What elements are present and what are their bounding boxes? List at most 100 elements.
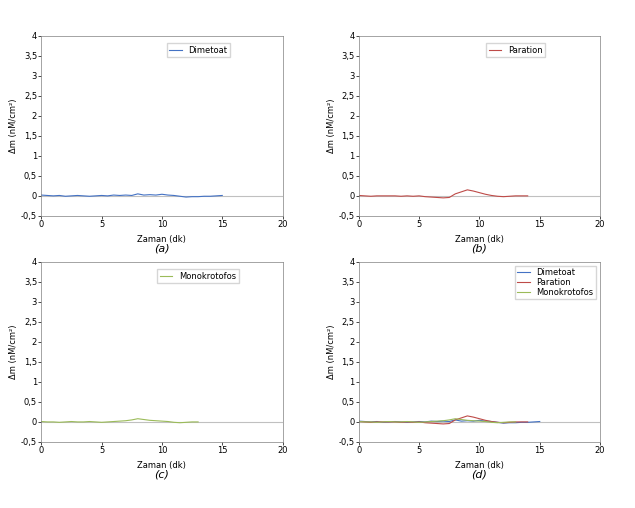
Paration xyxy=(355,193,363,199)
X-axis label: Zaman (dk): Zaman (dk) xyxy=(138,461,186,470)
Dimetoat xyxy=(140,192,147,198)
Monokrotofos xyxy=(415,419,423,425)
Dimetoat xyxy=(464,418,471,424)
Paration xyxy=(518,193,525,199)
Dimetoat xyxy=(146,192,154,198)
Paration xyxy=(481,417,489,423)
Dimetoat xyxy=(457,418,465,424)
Monokrotofos xyxy=(152,418,159,424)
Paration xyxy=(505,419,513,425)
Paration xyxy=(505,193,513,199)
Dimetoat xyxy=(116,193,123,199)
Paration xyxy=(373,419,380,425)
Paration xyxy=(500,420,507,426)
Paration xyxy=(488,419,495,425)
Paration xyxy=(518,419,525,425)
Monokrotofos xyxy=(398,419,405,425)
Monokrotofos xyxy=(457,417,465,423)
Paration xyxy=(524,419,531,425)
Paration xyxy=(361,419,368,425)
Monokrotofos xyxy=(164,419,171,425)
Dimetoat xyxy=(91,193,99,199)
Dimetoat xyxy=(488,419,495,425)
Monokrotofos xyxy=(355,419,363,425)
Dimetoat xyxy=(37,192,45,198)
Monokrotofos xyxy=(170,419,178,425)
Dimetoat xyxy=(421,419,429,425)
Dimetoat xyxy=(128,193,136,199)
Dimetoat xyxy=(415,419,423,425)
Y-axis label: Δm (nM/cm²): Δm (nM/cm²) xyxy=(326,325,336,379)
Monokrotofos xyxy=(361,419,368,425)
Monokrotofos xyxy=(134,416,142,422)
Dimetoat xyxy=(518,419,525,425)
Monokrotofos xyxy=(56,419,64,425)
Paration xyxy=(451,191,459,197)
Paration xyxy=(469,188,477,194)
Dimetoat xyxy=(500,420,507,426)
Dimetoat xyxy=(403,419,411,425)
Dimetoat xyxy=(50,193,57,199)
Y-axis label: Δm (nM/cm²): Δm (nM/cm²) xyxy=(9,99,18,153)
Dimetoat xyxy=(445,419,453,425)
X-axis label: Zaman (dk): Zaman (dk) xyxy=(138,235,186,244)
Dimetoat xyxy=(439,418,447,424)
Paration xyxy=(409,419,417,425)
Paration xyxy=(500,194,507,200)
Text: (d): (d) xyxy=(471,470,488,480)
Line: Dimetoat: Dimetoat xyxy=(41,194,222,197)
Dimetoat xyxy=(530,419,537,425)
Dimetoat xyxy=(476,417,483,423)
Paration xyxy=(457,415,465,421)
Dimetoat xyxy=(398,419,405,425)
Line: Paration: Paration xyxy=(359,416,528,424)
Dimetoat xyxy=(373,419,380,425)
Monokrotofos xyxy=(439,418,447,424)
Dimetoat xyxy=(98,193,105,199)
Paration xyxy=(373,193,380,199)
Paration xyxy=(421,194,429,200)
Dimetoat xyxy=(104,193,112,199)
Monokrotofos xyxy=(493,420,501,426)
Paration xyxy=(385,193,392,199)
Dimetoat xyxy=(536,419,544,425)
Legend: Monokrotofos: Monokrotofos xyxy=(157,269,239,283)
Paration xyxy=(427,194,435,200)
Paration xyxy=(415,193,423,199)
Monokrotofos xyxy=(43,419,51,425)
Paration xyxy=(439,195,447,201)
Monokrotofos xyxy=(500,419,507,425)
Dimetoat xyxy=(433,419,441,425)
Monokrotofos xyxy=(488,419,495,425)
Paration xyxy=(445,421,453,427)
Line: Dimetoat: Dimetoat xyxy=(359,420,540,423)
Monokrotofos xyxy=(50,419,57,425)
Dimetoat xyxy=(427,418,435,424)
Dimetoat xyxy=(43,193,51,199)
Dimetoat xyxy=(481,418,489,424)
Paration xyxy=(385,419,392,425)
Dimetoat xyxy=(62,193,69,199)
Paration xyxy=(464,187,471,193)
Monokrotofos xyxy=(481,419,489,425)
Dimetoat xyxy=(134,191,142,197)
Monokrotofos xyxy=(427,419,435,425)
Monokrotofos xyxy=(128,417,136,423)
Monokrotofos xyxy=(146,417,154,423)
Monokrotofos xyxy=(98,419,105,425)
Monokrotofos xyxy=(110,419,117,425)
Dimetoat xyxy=(122,192,130,198)
Dimetoat xyxy=(218,193,226,199)
Dimetoat xyxy=(80,193,88,199)
Paration xyxy=(512,193,519,199)
Monokrotofos xyxy=(158,418,166,424)
Dimetoat xyxy=(170,193,178,199)
Legend: Paration: Paration xyxy=(486,43,545,57)
Monokrotofos xyxy=(421,419,429,425)
Text: (b): (b) xyxy=(471,244,488,254)
Dimetoat xyxy=(451,417,459,423)
Dimetoat xyxy=(74,193,81,199)
Text: (c): (c) xyxy=(154,470,170,480)
Monokrotofos xyxy=(37,419,45,425)
Dimetoat xyxy=(367,419,375,425)
